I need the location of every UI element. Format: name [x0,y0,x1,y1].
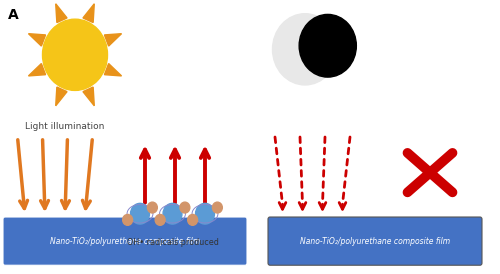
Circle shape [130,203,150,224]
Circle shape [188,215,198,225]
Polygon shape [56,4,67,22]
Circle shape [212,202,222,213]
Text: OH• radicals produced: OH• radicals produced [126,238,218,247]
Polygon shape [28,34,46,46]
Circle shape [299,15,356,77]
Circle shape [42,19,108,90]
Text: Light illumination: Light illumination [25,122,104,130]
Circle shape [122,215,132,225]
Text: A: A [8,8,18,22]
Text: NO antibacterial properties: NO antibacterial properties [375,127,485,136]
Polygon shape [83,4,94,22]
Circle shape [148,202,158,213]
Polygon shape [83,87,94,106]
Circle shape [180,202,190,213]
Text: Without solar illumination: Without solar illumination [270,122,387,130]
FancyBboxPatch shape [3,217,247,265]
Polygon shape [28,64,46,76]
Circle shape [155,215,165,225]
Text: B: B [258,8,268,22]
FancyBboxPatch shape [268,217,482,265]
Polygon shape [56,87,67,106]
Text: Nano-TiO₂/polyurethane composite film: Nano-TiO₂/polyurethane composite film [50,237,200,246]
Circle shape [163,203,182,224]
Polygon shape [104,64,122,76]
Circle shape [196,203,214,224]
Text: Nano-TiO₂/polyurethane composite film: Nano-TiO₂/polyurethane composite film [300,237,450,246]
Circle shape [272,14,338,85]
Polygon shape [104,34,122,46]
